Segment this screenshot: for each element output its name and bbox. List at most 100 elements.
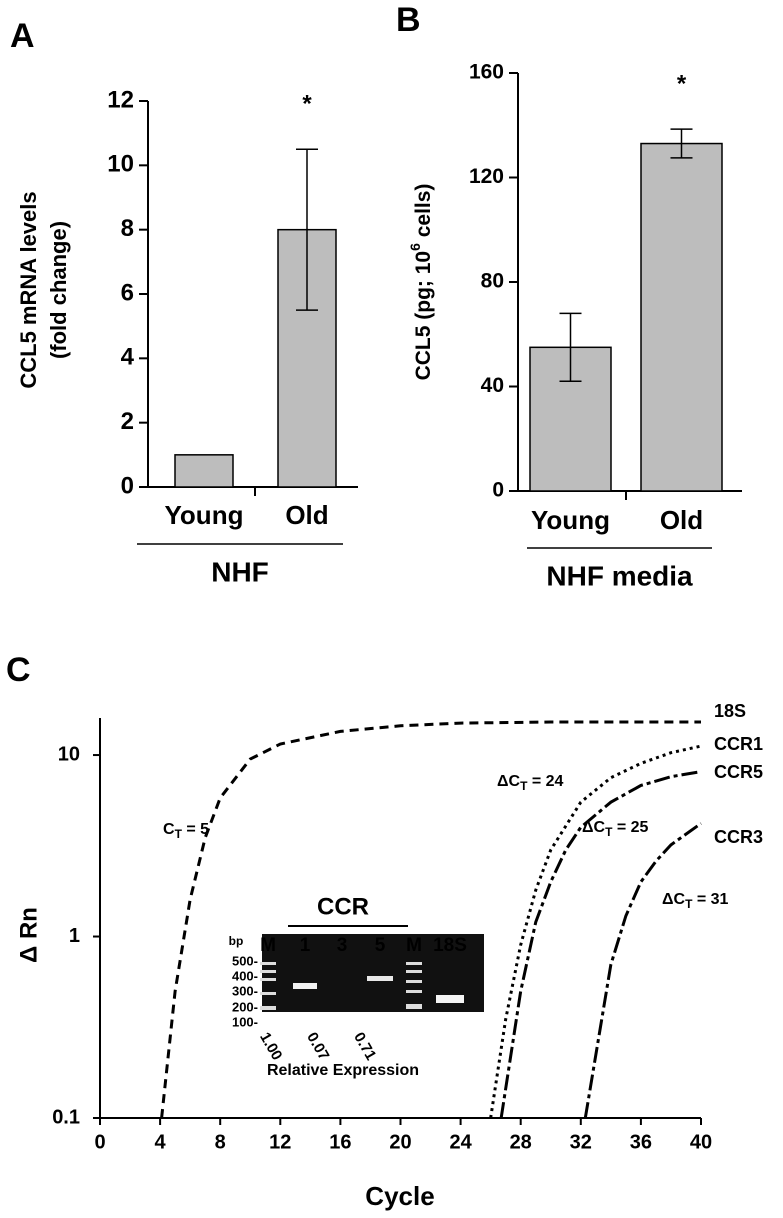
x-tick-label: 24 — [449, 1131, 472, 1153]
x-tick-label: 8 — [215, 1131, 226, 1153]
annotation-text: ΔC — [582, 819, 606, 836]
band — [260, 992, 276, 995]
bp-label: bp — [229, 934, 244, 948]
series-line — [583, 822, 702, 1119]
size-marker: 400- — [232, 968, 258, 983]
annotation-text: = 24 — [527, 773, 563, 790]
x-tick-label: 40 — [690, 1131, 712, 1153]
panel-label: A — [10, 17, 35, 55]
bar — [174, 454, 234, 488]
x-tick-label: Young — [165, 500, 244, 530]
annotation: ΔCT = 25 — [582, 819, 649, 839]
y-tick-label: 0 — [492, 479, 504, 502]
lane-label: M — [260, 935, 276, 956]
relative-expression-value: 0.71 — [350, 1029, 379, 1063]
lane-label: 1 — [300, 935, 311, 956]
y-axis-label: (fold change) — [46, 221, 71, 359]
y-tick-label: 160 — [469, 61, 504, 84]
x-tick-label: Old — [660, 505, 703, 535]
relative-expression-label: Relative Expression — [267, 1062, 419, 1079]
series-line — [489, 744, 702, 1119]
x-tick-label: Young — [531, 505, 610, 535]
x-tick-label: 36 — [630, 1131, 652, 1153]
size-marker: 500- — [232, 953, 258, 968]
annotation-text: ΔC — [497, 773, 521, 790]
x-tick-label: 12 — [269, 1131, 291, 1153]
band — [436, 995, 464, 1003]
y-tick-label: 4 — [121, 344, 135, 371]
annotation-text: = 25 — [612, 819, 648, 836]
band — [260, 970, 276, 973]
series-label: CCR1 — [714, 734, 763, 754]
y-axis-label: Δ Rn — [15, 907, 42, 963]
y-tick-label: 12 — [107, 86, 134, 113]
series-line — [499, 770, 702, 1119]
y-axis-label-sup: 6 — [407, 243, 423, 251]
error-bar — [559, 312, 582, 383]
band — [260, 1006, 276, 1010]
y-axis-label: CCL5 mRNA levels — [16, 191, 41, 388]
annotation-text: C — [163, 821, 175, 838]
series-label: 18S — [714, 701, 746, 721]
annotation-text: = 5 — [182, 821, 209, 838]
band — [406, 962, 422, 965]
y-tick-label: 80 — [481, 270, 504, 293]
gel-inset: CCR bp M 1 3 5 M 18S 500- 400- 300- 200-… — [229, 893, 484, 1079]
y-axis-label: CCL5 (pg; 106 cells) — [407, 184, 435, 381]
x-tick-label: Old — [285, 500, 328, 530]
y-axis-label-text: cells) — [412, 184, 435, 244]
annotation-sub: T — [520, 779, 528, 793]
annotation-sub: T — [685, 897, 693, 911]
band — [406, 1004, 422, 1009]
ladder — [260, 962, 422, 1010]
band — [367, 976, 393, 981]
panel-label: C — [6, 651, 31, 689]
band — [406, 980, 422, 983]
y-tick-label: 40 — [481, 374, 504, 397]
lane-label: 3 — [337, 935, 348, 956]
significance-marker: * — [677, 71, 687, 98]
x-tick-label: 4 — [155, 1131, 167, 1153]
y-tick-label: 10 — [58, 743, 80, 765]
lane-label: M — [406, 935, 422, 956]
annotation-text: = 31 — [692, 891, 728, 908]
x-tick-label: 28 — [510, 1131, 532, 1153]
band — [260, 978, 276, 981]
series-line — [160, 720, 701, 1119]
band — [260, 962, 276, 965]
y-tick-label: 2 — [121, 408, 134, 435]
annotation: CT = 5 — [163, 821, 209, 841]
inset-title: CCR — [317, 893, 369, 920]
group-label: NHF — [211, 556, 269, 587]
size-marker: 100- — [232, 1014, 258, 1029]
relative-expression-value: 0.07 — [303, 1029, 332, 1063]
y-tick-label: 120 — [469, 165, 504, 188]
lane-label: 18S — [433, 935, 467, 956]
relative-expression-value: 1.00 — [256, 1029, 285, 1063]
y-axis-label-text: CCL5 (pg; 10 — [412, 251, 435, 381]
x-tick-label: 32 — [570, 1131, 592, 1153]
group-label: NHF media — [546, 560, 693, 591]
y-tick-label: 1 — [69, 925, 80, 947]
annotation: ΔCT = 24 — [497, 773, 564, 793]
x-tick-label: 16 — [329, 1131, 351, 1153]
annotation-sub: T — [605, 825, 613, 839]
x-tick-label: 0 — [94, 1131, 105, 1153]
annotation-sub: T — [175, 827, 183, 841]
y-tick-label: 0 — [121, 472, 134, 499]
x-tick-label: 20 — [389, 1131, 411, 1153]
bar — [640, 142, 723, 492]
lane-label: 5 — [375, 935, 386, 956]
y-tick-label: 8 — [121, 215, 134, 242]
band — [406, 990, 422, 993]
y-tick-label: 10 — [107, 151, 134, 178]
significance-marker: * — [302, 91, 312, 118]
annotation: ΔCT = 31 — [662, 891, 729, 911]
band — [293, 983, 317, 989]
band — [406, 970, 422, 973]
annotation-text: ΔC — [662, 891, 686, 908]
size-marker: 200- — [232, 999, 258, 1014]
x-axis-label: Cycle — [365, 1181, 434, 1211]
y-tick-label: 0.1 — [52, 1106, 80, 1128]
